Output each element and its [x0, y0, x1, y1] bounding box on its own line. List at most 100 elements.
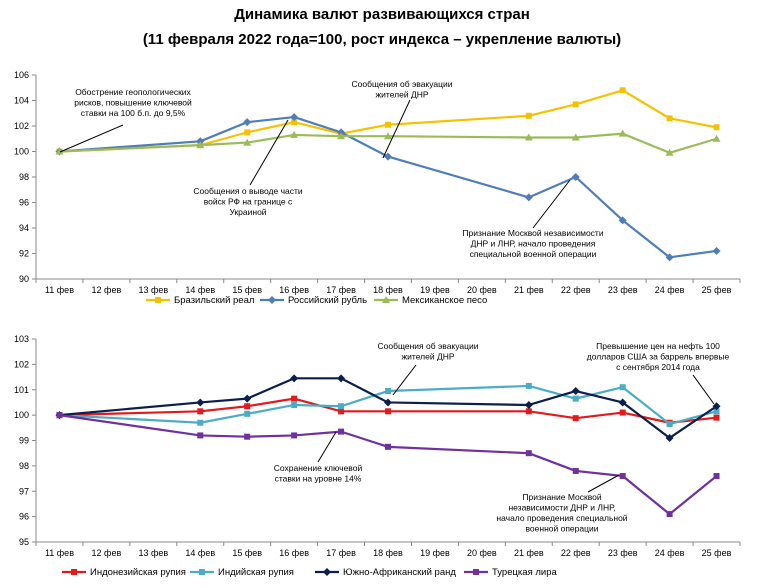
series-triangle-3 [55, 129, 721, 156]
annotation-line: жителей ДНР [401, 352, 454, 362]
x-tick-label: 15 фев [232, 548, 262, 558]
x-tick-label: 19 фев [420, 285, 450, 295]
annotation-line: ставки на уровне 14% [275, 474, 362, 484]
annotation-line: ДНР и ЛНР, начало проведения [471, 239, 596, 249]
data-point [618, 398, 627, 407]
x-tick-label: 24 фев [655, 548, 685, 558]
annotation-line: долларов США за баррель впервые [587, 352, 730, 362]
data-point [338, 428, 345, 435]
y-tick-label: 102 [14, 359, 29, 369]
data-point [713, 414, 720, 421]
data-point [385, 443, 391, 450]
annotation-leader [249, 119, 289, 186]
data-point [618, 129, 627, 137]
legend-swatch-marker [71, 569, 77, 575]
legend-swatch-marker [268, 296, 276, 304]
annotation: Сообщения об эвакуации жителей ДНР [378, 341, 479, 362]
data-point [244, 129, 251, 136]
y-tick-label: 106 [14, 70, 29, 80]
data-point [338, 403, 345, 410]
data-point [712, 402, 721, 411]
data-point [337, 132, 346, 140]
data-point [291, 401, 298, 408]
annotation-line: Признание Москвой независимости [462, 228, 603, 238]
data-point [572, 395, 579, 402]
data-point [713, 408, 720, 415]
legend-entry: Бразильский реал [174, 295, 254, 306]
data-point [243, 118, 252, 127]
data-point [525, 408, 532, 415]
annotation-leader [532, 179, 571, 229]
x-tick-label: 20 фев [467, 285, 497, 295]
data-point [525, 450, 532, 457]
data-point [337, 374, 346, 383]
annotation-line: Признание Москвой [522, 492, 601, 502]
data-point [572, 415, 579, 422]
x-tick-label: 17 фев [326, 548, 356, 558]
data-point [619, 409, 626, 416]
y-tick-label: 98 [19, 172, 29, 182]
x-tick-label: 23 фев [608, 285, 638, 295]
annotation: Сообщения о выводе части войск РФ на гран… [193, 186, 303, 217]
legend-entry: Российский рубль [288, 295, 367, 306]
annotation-leader [392, 364, 417, 396]
x-tick-label: 18 фев [373, 285, 403, 295]
annotation-line: Превышение цен на нефть 100 [596, 341, 720, 351]
data-point [666, 511, 673, 518]
x-tick-label: 11 фев [45, 285, 74, 295]
data-point [197, 432, 204, 439]
data-point [290, 113, 299, 122]
x-tick-label: 13 фев [138, 285, 168, 295]
annotation-line: рисков, повышение ключевой [74, 98, 192, 108]
x-tick-label: 25 фев [702, 548, 732, 558]
data-point [619, 384, 626, 391]
data-point [244, 410, 251, 417]
data-point [244, 433, 251, 440]
data-point [291, 395, 298, 402]
annotation-line: независимости ДНР и ЛНР, [508, 503, 615, 513]
annotation-leader [382, 99, 411, 159]
annotation-line: начало проведения специальной [496, 513, 627, 523]
legend-entry: Южно-Африканский ранд [343, 567, 456, 578]
legend-entry: Турецкая лира [492, 567, 557, 578]
y-tick-label: 98 [19, 461, 29, 471]
data-point [572, 101, 579, 108]
x-tick-label: 22 фев [561, 285, 591, 295]
data-point [290, 374, 299, 383]
annotation-line: жителей ДНР [375, 90, 428, 100]
x-tick-label: 25 фев [702, 285, 732, 295]
data-point [665, 433, 674, 442]
data-point [525, 382, 532, 389]
data-point [384, 152, 392, 161]
annotation: Сообщения об эвакуации жителей ДНР [352, 79, 453, 100]
annotation: Признание Москвой независимости ДНР и ЛНР… [496, 492, 627, 534]
y-tick-label: 95 [19, 537, 29, 547]
data-point [243, 394, 252, 403]
y-tick-label: 103 [14, 334, 29, 344]
data-point [619, 473, 626, 480]
data-point [666, 115, 673, 122]
x-tick-label: 24 фев [655, 285, 685, 295]
data-point [524, 400, 533, 409]
x-tick-label: 11 фев [45, 548, 74, 558]
data-point [572, 467, 579, 474]
data-point [55, 147, 64, 155]
data-point [571, 133, 580, 141]
annotation-leader [59, 124, 124, 153]
y-tick-label: 100 [14, 410, 29, 420]
x-tick-label: 16 фев [279, 548, 309, 558]
legend-swatch-marker [199, 569, 205, 575]
data-point [56, 412, 63, 419]
data-point [712, 246, 721, 255]
legend-entry: Мексиканское песо [402, 295, 487, 306]
data-point [713, 124, 720, 131]
y-tick-label: 96 [19, 198, 29, 208]
x-tick-label: 23 фев [608, 548, 638, 558]
annotation-line: специальной военной операции [470, 249, 597, 259]
x-tick-label: 21 фев [514, 548, 544, 558]
data-point [665, 253, 674, 262]
annotation-leader [587, 474, 620, 493]
y-tick-label: 99 [19, 436, 29, 446]
data-point [385, 388, 391, 395]
annotation-line: войск РФ на границе с [204, 197, 293, 207]
